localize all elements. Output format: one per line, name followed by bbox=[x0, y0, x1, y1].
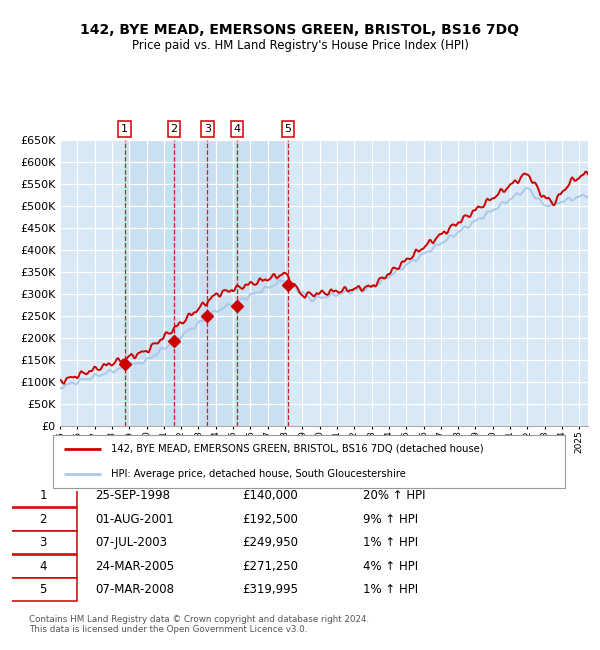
FancyBboxPatch shape bbox=[10, 508, 77, 530]
FancyBboxPatch shape bbox=[10, 554, 77, 578]
Text: 20% ↑ HPI: 20% ↑ HPI bbox=[364, 489, 426, 502]
Text: £271,250: £271,250 bbox=[242, 560, 298, 573]
FancyBboxPatch shape bbox=[10, 531, 77, 554]
Text: Contains HM Land Registry data © Crown copyright and database right 2024.
This d: Contains HM Land Registry data © Crown c… bbox=[29, 615, 370, 634]
Text: 142, BYE MEAD, EMERSONS GREEN, BRISTOL, BS16 7DQ: 142, BYE MEAD, EMERSONS GREEN, BRISTOL, … bbox=[80, 23, 520, 37]
Text: 24-MAR-2005: 24-MAR-2005 bbox=[95, 560, 175, 573]
Text: 07-JUL-2003: 07-JUL-2003 bbox=[95, 536, 167, 549]
Text: 1% ↑ HPI: 1% ↑ HPI bbox=[364, 536, 418, 549]
Text: 2: 2 bbox=[40, 513, 47, 526]
Bar bbox=[174, 140, 208, 426]
Text: 4: 4 bbox=[40, 560, 47, 573]
Bar bbox=[237, 140, 288, 426]
Text: £319,995: £319,995 bbox=[242, 583, 298, 596]
FancyBboxPatch shape bbox=[10, 578, 77, 601]
Text: 5: 5 bbox=[284, 124, 292, 134]
Text: 1: 1 bbox=[40, 489, 47, 502]
Bar bbox=[125, 140, 174, 426]
Text: HPI: Average price, detached house, South Gloucestershire: HPI: Average price, detached house, Sout… bbox=[112, 469, 406, 479]
FancyBboxPatch shape bbox=[10, 484, 77, 507]
Text: 1: 1 bbox=[121, 124, 128, 134]
Text: 25-SEP-1998: 25-SEP-1998 bbox=[95, 489, 170, 502]
Bar bbox=[208, 140, 237, 426]
Text: £140,000: £140,000 bbox=[242, 489, 298, 502]
Text: 9% ↑ HPI: 9% ↑ HPI bbox=[364, 513, 418, 526]
Text: £192,500: £192,500 bbox=[242, 513, 298, 526]
Text: Price paid vs. HM Land Registry's House Price Index (HPI): Price paid vs. HM Land Registry's House … bbox=[131, 39, 469, 52]
Text: 3: 3 bbox=[40, 536, 47, 549]
FancyBboxPatch shape bbox=[53, 435, 565, 488]
Text: 2: 2 bbox=[170, 124, 178, 134]
Text: 1% ↑ HPI: 1% ↑ HPI bbox=[364, 583, 418, 596]
Text: 142, BYE MEAD, EMERSONS GREEN, BRISTOL, BS16 7DQ (detached house): 142, BYE MEAD, EMERSONS GREEN, BRISTOL, … bbox=[112, 444, 484, 454]
Text: 4: 4 bbox=[233, 124, 241, 134]
Text: £249,950: £249,950 bbox=[242, 536, 298, 549]
Text: 3: 3 bbox=[204, 124, 211, 134]
Text: 4% ↑ HPI: 4% ↑ HPI bbox=[364, 560, 418, 573]
Text: 01-AUG-2001: 01-AUG-2001 bbox=[95, 513, 174, 526]
Text: 07-MAR-2008: 07-MAR-2008 bbox=[95, 583, 175, 596]
Text: 5: 5 bbox=[40, 583, 47, 596]
